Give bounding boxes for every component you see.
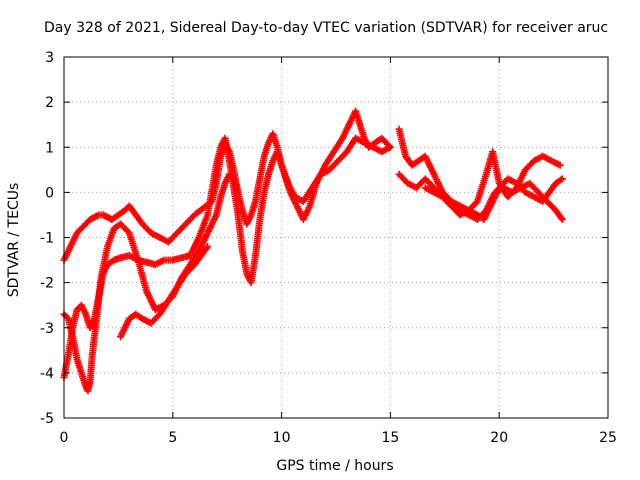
data-point xyxy=(234,188,242,196)
x-tick-label: 15 xyxy=(381,430,399,446)
y-tick-label: -5 xyxy=(40,411,54,427)
y-tick-label: 0 xyxy=(45,185,54,201)
grid-lines xyxy=(64,57,608,418)
series-track-e xyxy=(395,125,566,223)
x-tick-label: 5 xyxy=(168,430,177,446)
y-tick-label: -4 xyxy=(40,366,54,382)
y-tick-label: 3 xyxy=(45,50,54,66)
series-track-c xyxy=(60,170,242,395)
data-point xyxy=(204,243,212,251)
x-tick-label: 25 xyxy=(599,430,617,446)
y-tick-label: -2 xyxy=(40,276,54,292)
data-point xyxy=(558,175,566,183)
chart-title: Day 328 of 2021, Sidereal Day-to-day VTE… xyxy=(44,20,608,36)
y-tick-label: -3 xyxy=(40,321,54,337)
data-point xyxy=(558,215,566,223)
series-track-b xyxy=(60,134,394,381)
data-point xyxy=(472,199,480,207)
x-tick-label: 0 xyxy=(60,430,69,446)
x-tick-label: 10 xyxy=(273,430,291,446)
y-tick-label: -1 xyxy=(40,231,54,247)
data-point xyxy=(63,313,71,321)
data-point xyxy=(556,161,564,169)
series-track-g xyxy=(421,179,566,223)
data-point xyxy=(124,227,132,235)
axes: 0 5 10 15 20 25 -5 -4 -3 -2 -1 0 1 2 3 xyxy=(40,50,617,446)
x-tick-label: 20 xyxy=(490,430,508,446)
series-track-d xyxy=(117,243,212,341)
data-point xyxy=(557,214,565,222)
y-axis-label: SDTVAR / TECUs xyxy=(6,183,22,298)
x-axis-label: GPS time / hours xyxy=(276,458,393,474)
data-points xyxy=(60,107,566,395)
y-tick-label: 2 xyxy=(45,95,54,111)
data-point xyxy=(203,244,211,252)
data-point xyxy=(386,143,394,151)
y-tick-label: 1 xyxy=(45,140,54,156)
